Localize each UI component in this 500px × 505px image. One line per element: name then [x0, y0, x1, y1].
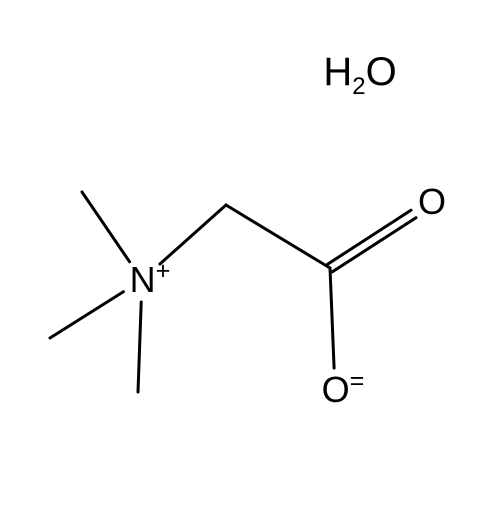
water-label: H2O [323, 52, 396, 92]
oxygen-double-O: O [418, 181, 446, 222]
nitrogen-label: N+ [130, 262, 171, 298]
oxygen-neg-O: O [322, 369, 350, 410]
oxygen-neg-charge: = [350, 367, 365, 395]
oxygen-double-label: O [418, 184, 446, 220]
molecule-canvas: H2O N+ O O= [0, 0, 500, 500]
nitrogen-charge: + [156, 257, 171, 285]
water-O: O [366, 50, 397, 94]
oxygen-neg-label: O= [322, 372, 365, 408]
water-sub2: 2 [352, 73, 365, 100]
water-H: H [323, 50, 352, 94]
bond-layer [0, 0, 500, 500]
nitrogen-N: N [130, 259, 156, 300]
